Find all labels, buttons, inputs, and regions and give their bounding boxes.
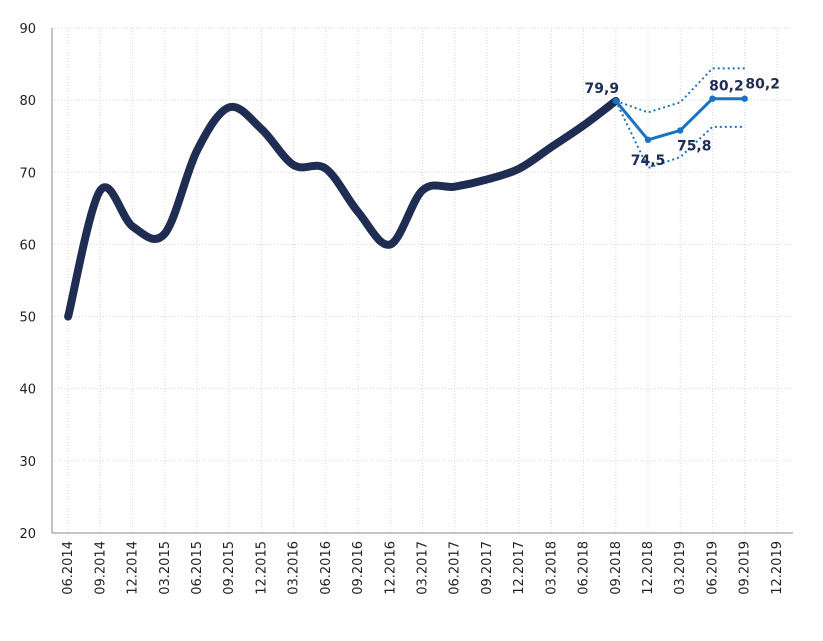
axes: 20 30 40 50 60 70 80 90 06.2014 09.2014 12.2014 03.…	[19, 22, 793, 595]
x-tick-label: 09.2016	[351, 541, 366, 595]
x-tick-label: 12.2017	[512, 541, 527, 595]
forecast-point	[677, 127, 684, 134]
y-tick-label: 90	[19, 22, 36, 37]
y-tick-label: 20	[19, 527, 36, 542]
x-tick-label: 03.2018	[544, 541, 559, 595]
data-labels: 79,9 74,5 75,8 80,2 80,2	[585, 77, 780, 169]
x-tick-label: 12.2019	[770, 541, 785, 595]
x-tick-label: 09.2018	[609, 541, 624, 595]
x-tick-label: 06.2016	[319, 541, 334, 595]
y-tick-label: 70	[19, 166, 36, 181]
y-tick-label: 40	[19, 383, 36, 398]
x-tick-label: 09.2015	[222, 541, 237, 595]
y-tick-label: 80	[19, 94, 36, 109]
x-tick-label: 06.2015	[190, 541, 205, 595]
x-tick-label: 06.2017	[448, 541, 463, 595]
x-tick-label: 03.2019	[673, 541, 688, 595]
x-tick-label: 06.2019	[705, 541, 720, 595]
x-tick-label: 03.2016	[287, 541, 302, 595]
x-tick-label: 12.2014	[126, 541, 141, 595]
data-label: 75,8	[677, 138, 712, 154]
data-label: 79,9	[585, 81, 620, 97]
series	[64, 67, 748, 321]
x-tick-label: 12.2016	[383, 541, 398, 595]
x-tick-label: 03.2017	[416, 541, 431, 595]
forecast-point	[741, 95, 748, 102]
data-label: 80,2	[709, 79, 744, 95]
x-tick-label: 06.2018	[577, 541, 592, 595]
forecast-point	[709, 95, 716, 102]
y-tick-label: 30	[19, 455, 36, 470]
data-label: 80,2	[745, 77, 780, 93]
forecast-point	[644, 136, 652, 144]
x-tick-label: 06.2014	[61, 541, 76, 595]
y-tick-label: 60	[19, 238, 36, 253]
x-tick-label: 03.2015	[158, 541, 173, 595]
x-tick-label: 09.2017	[480, 541, 495, 595]
x-tick-label: 09.2019	[738, 541, 753, 595]
grid	[52, 27, 793, 533]
series-line-actual	[64, 96, 620, 321]
x-tick-label: 12.2018	[641, 541, 656, 595]
data-label: 74,5	[631, 153, 666, 169]
x-tick-label: 09.2014	[93, 541, 108, 595]
x-tick-label: 12.2015	[254, 541, 269, 595]
y-tick-label: 50	[19, 311, 36, 326]
series-line-forecast-upper	[615, 67, 745, 114]
